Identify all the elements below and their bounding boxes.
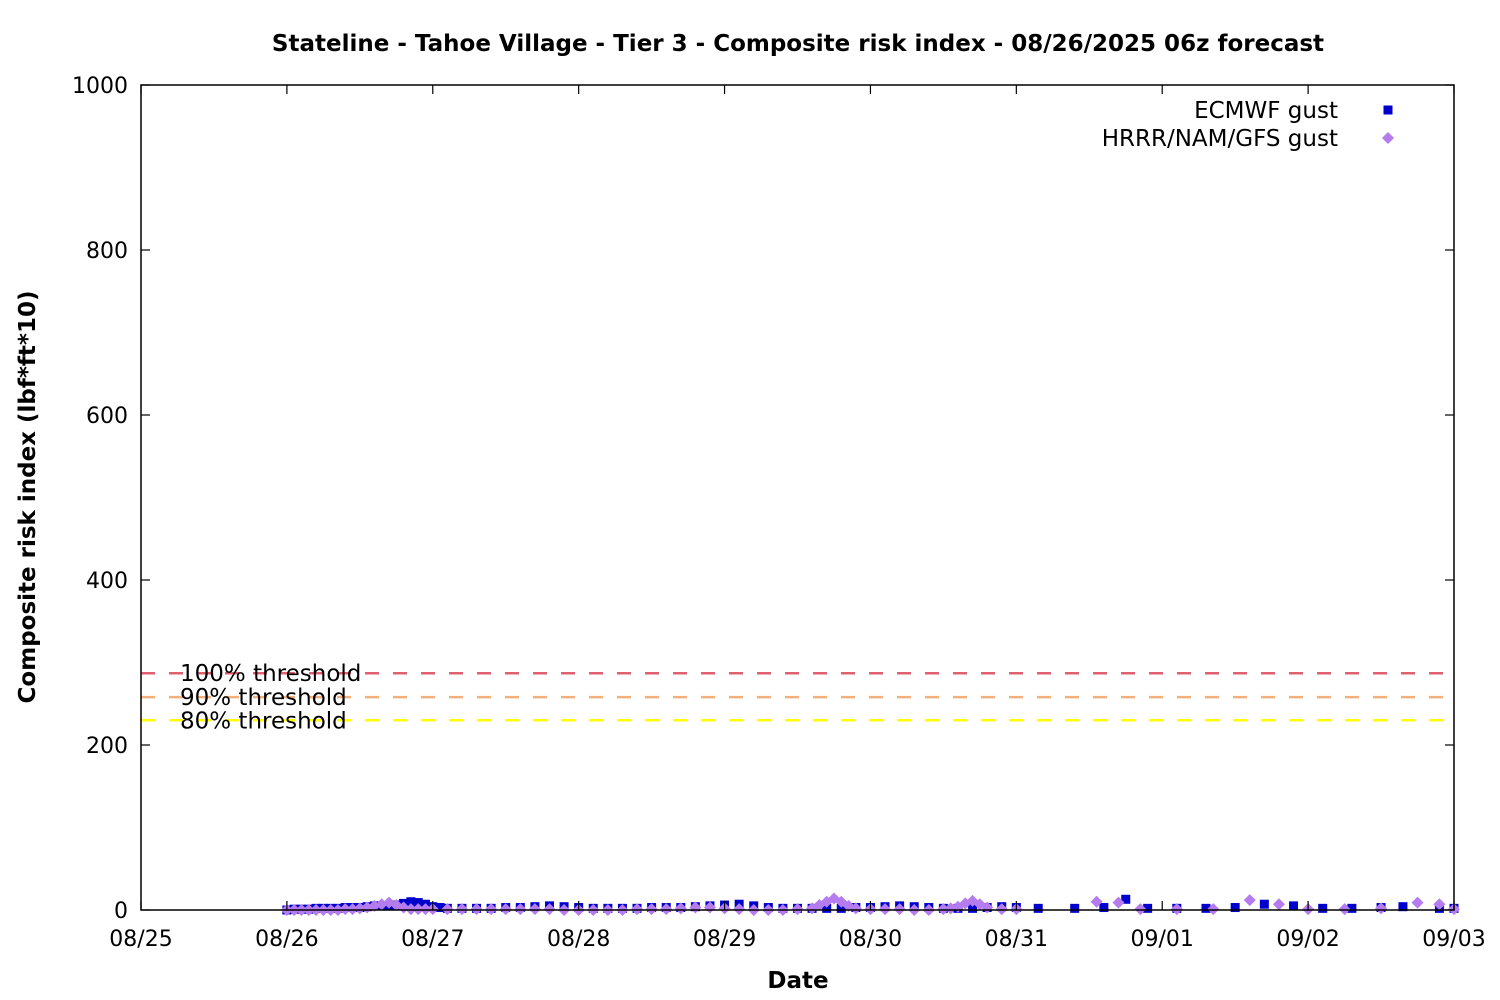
hrrr-point <box>346 903 359 916</box>
hrrr-point <box>674 902 687 915</box>
hrrr-point <box>995 903 1008 916</box>
hrrr-point <box>1433 898 1446 911</box>
x-axis: 08/25 08/26 08/27 08/28 08/29 08/30 08/31 09/01… <box>109 85 1486 952</box>
ecmwf-point <box>435 903 445 913</box>
ecmwf-point <box>1230 903 1240 913</box>
y-tick-label: 600 <box>86 404 128 429</box>
hrrr-point <box>528 903 541 916</box>
hrrr-point <box>893 903 906 916</box>
x-tick-label: 08/29 <box>693 927 756 952</box>
hrrr-point <box>543 903 556 916</box>
hrrr-point <box>849 902 862 915</box>
hrrr-point <box>353 902 366 915</box>
hrrr-point <box>339 903 352 916</box>
hrrr-point <box>1243 894 1256 907</box>
x-tick-label: 08/30 <box>839 927 902 952</box>
hrrr-point <box>1090 895 1103 908</box>
hrrr-point <box>1375 902 1388 915</box>
x-tick-label: 08/31 <box>985 927 1048 952</box>
hrrr-point <box>470 903 483 916</box>
hrrr-point <box>514 903 527 916</box>
ecmwf-point <box>1033 903 1043 913</box>
y-tick-label: 400 <box>86 569 128 594</box>
legend-diamond-marker <box>1382 132 1394 144</box>
hrrr-point <box>631 903 644 916</box>
ecmwf-point <box>1143 903 1153 913</box>
threshold-label: 90% threshold <box>180 685 347 711</box>
hrrr-point <box>419 903 432 916</box>
y-tick-label: 200 <box>86 734 128 759</box>
x-tick-label: 08/25 <box>109 927 172 952</box>
ecmwf-point <box>1318 903 1328 913</box>
ecmwf-point <box>406 897 416 907</box>
hrrr-point <box>1134 903 1147 916</box>
hrrr-point <box>733 903 746 916</box>
hrrr-point <box>1411 896 1424 909</box>
hrrr-point <box>499 903 512 916</box>
legend-square-marker <box>1383 105 1393 115</box>
hrrr-point <box>441 903 454 916</box>
x-tick-label: 09/03 <box>1422 927 1485 952</box>
hrrr-point <box>404 903 417 916</box>
hrrr-point <box>1170 903 1183 916</box>
legend-label: HRRR/NAM/GFS gust <box>1102 126 1338 152</box>
hrrr-point <box>412 903 425 916</box>
ecmwf-point <box>1289 901 1299 911</box>
ecmwf-point <box>1070 903 1080 913</box>
y-tick-label: 0 <box>114 899 128 924</box>
threshold-label: 100% threshold <box>180 661 361 687</box>
ecmwf-point <box>1259 899 1269 909</box>
ecmwf-point <box>822 903 832 913</box>
y-axis-label: Composite risk index (lbf*ft*10) <box>15 291 41 704</box>
ecmwf-point <box>1201 903 1211 913</box>
hrrr-point <box>645 903 658 916</box>
x-tick-label: 08/28 <box>547 927 610 952</box>
hrrr-point <box>1207 903 1220 916</box>
y-axis: 0 200 400 600 800 1000 <box>72 74 1454 924</box>
ecmwf-point <box>1398 902 1408 912</box>
ecmwf-point <box>413 898 423 908</box>
ecmwf-point <box>968 903 978 913</box>
hrrr-point <box>660 903 673 916</box>
hrrr-point <box>791 903 804 916</box>
hrrr-point <box>455 903 468 916</box>
x-tick-label: 08/26 <box>255 927 318 952</box>
x-tick-label: 09/01 <box>1131 927 1194 952</box>
hrrr-point <box>1272 898 1285 911</box>
y-tick-label: 800 <box>86 239 128 264</box>
hrrr-point <box>937 903 950 916</box>
hrrr-point <box>1338 903 1351 916</box>
y-tick-label: 1000 <box>72 74 128 99</box>
chart-title: Stateline - Tahoe Village - Tier 3 - Com… <box>272 31 1324 57</box>
ecmwf-point <box>836 903 846 913</box>
threshold-label: 80% threshold <box>180 708 347 734</box>
x-tick-label: 08/27 <box>401 927 464 952</box>
hrrr-point <box>1112 896 1125 909</box>
ecmwf-point <box>1121 894 1131 904</box>
x-tick-label: 09/02 <box>1276 927 1339 952</box>
plot-frame <box>140 84 1455 911</box>
ecmwf-point <box>1099 903 1109 913</box>
legend-label: ECMWF gust <box>1194 98 1338 124</box>
hrrr-point <box>485 903 498 916</box>
hrrr-point <box>879 903 892 916</box>
x-axis-label: Date <box>767 968 828 994</box>
ecmwf-point <box>1347 903 1357 913</box>
